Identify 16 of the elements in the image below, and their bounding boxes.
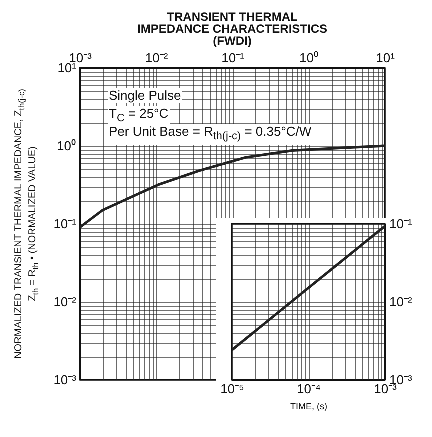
y-tick-label: 10⁻¹ (390, 216, 413, 232)
x-tick-label: 10¹ (376, 50, 396, 66)
annotation: Single Pulse (108, 88, 182, 103)
x-tick-label: 10⁻² (145, 50, 169, 66)
annotation: T$_{C}$ = 25°C (109, 106, 169, 125)
x-tick-label: 10⁻⁵ (220, 382, 244, 396)
x-axis-title: TIME, (s) (290, 402, 328, 412)
y-tick-label: 10⁰ (57, 138, 76, 154)
x-tick-label: 10⁰ (300, 50, 319, 66)
x-tick-label: 10⁻⁴ (296, 382, 322, 396)
y-tick-label: 10⁻² (54, 294, 78, 310)
annotation: Per Unit Base = R$_{th(j-c)}$ = 0.35°C/W (108, 124, 313, 145)
chart-title: TRANSIENT THERMAL IMPEDANCE CHARACTERISTICS (FWDI) (137, 10, 328, 48)
y-tick-label: 10⁻¹ (54, 216, 78, 232)
y-tick-label: 10⁻² (390, 294, 413, 310)
x-tick-label: 10⁻¹ (222, 50, 246, 66)
